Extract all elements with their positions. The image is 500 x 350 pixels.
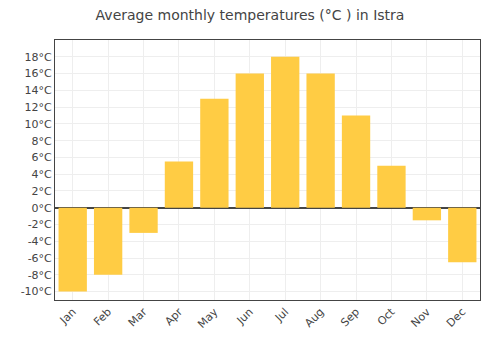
- svg-text:14°C: 14°C: [25, 84, 52, 97]
- svg-text:-10°C: -10°C: [21, 285, 52, 298]
- svg-text:4°C: 4°C: [32, 168, 52, 181]
- svg-text:16°C: 16°C: [25, 67, 52, 80]
- svg-text:Jan: Jan: [57, 306, 79, 328]
- svg-text:18°C: 18°C: [25, 51, 52, 64]
- svg-text:6°C: 6°C: [32, 151, 52, 164]
- svg-text:-4°C: -4°C: [28, 235, 52, 248]
- svg-text:Apr: Apr: [162, 305, 185, 328]
- svg-text:Aug: Aug: [302, 306, 326, 330]
- svg-text:2°C: 2°C: [32, 185, 52, 198]
- svg-text:May: May: [195, 305, 221, 331]
- svg-text:Dec: Dec: [444, 306, 468, 330]
- svg-text:10°C: 10°C: [25, 118, 52, 131]
- svg-text:Feb: Feb: [91, 306, 114, 329]
- svg-text:Nov: Nov: [409, 305, 434, 330]
- svg-text:Sep: Sep: [338, 306, 362, 330]
- svg-text:-2°C: -2°C: [28, 218, 52, 231]
- svg-text:-8°C: -8°C: [28, 269, 52, 282]
- svg-text:Jul: Jul: [272, 306, 291, 325]
- svg-text:Oct: Oct: [375, 305, 398, 328]
- svg-text:8°C: 8°C: [32, 135, 52, 148]
- svg-text:Mar: Mar: [126, 305, 150, 329]
- svg-text:12°C: 12°C: [25, 101, 52, 114]
- svg-text:Jun: Jun: [234, 305, 256, 327]
- svg-text:0°C: 0°C: [32, 202, 52, 215]
- svg-text:Average monthly temperatures (: Average monthly temperatures (°C ) in Is…: [96, 7, 405, 23]
- svg-text:-6°C: -6°C: [28, 252, 52, 265]
